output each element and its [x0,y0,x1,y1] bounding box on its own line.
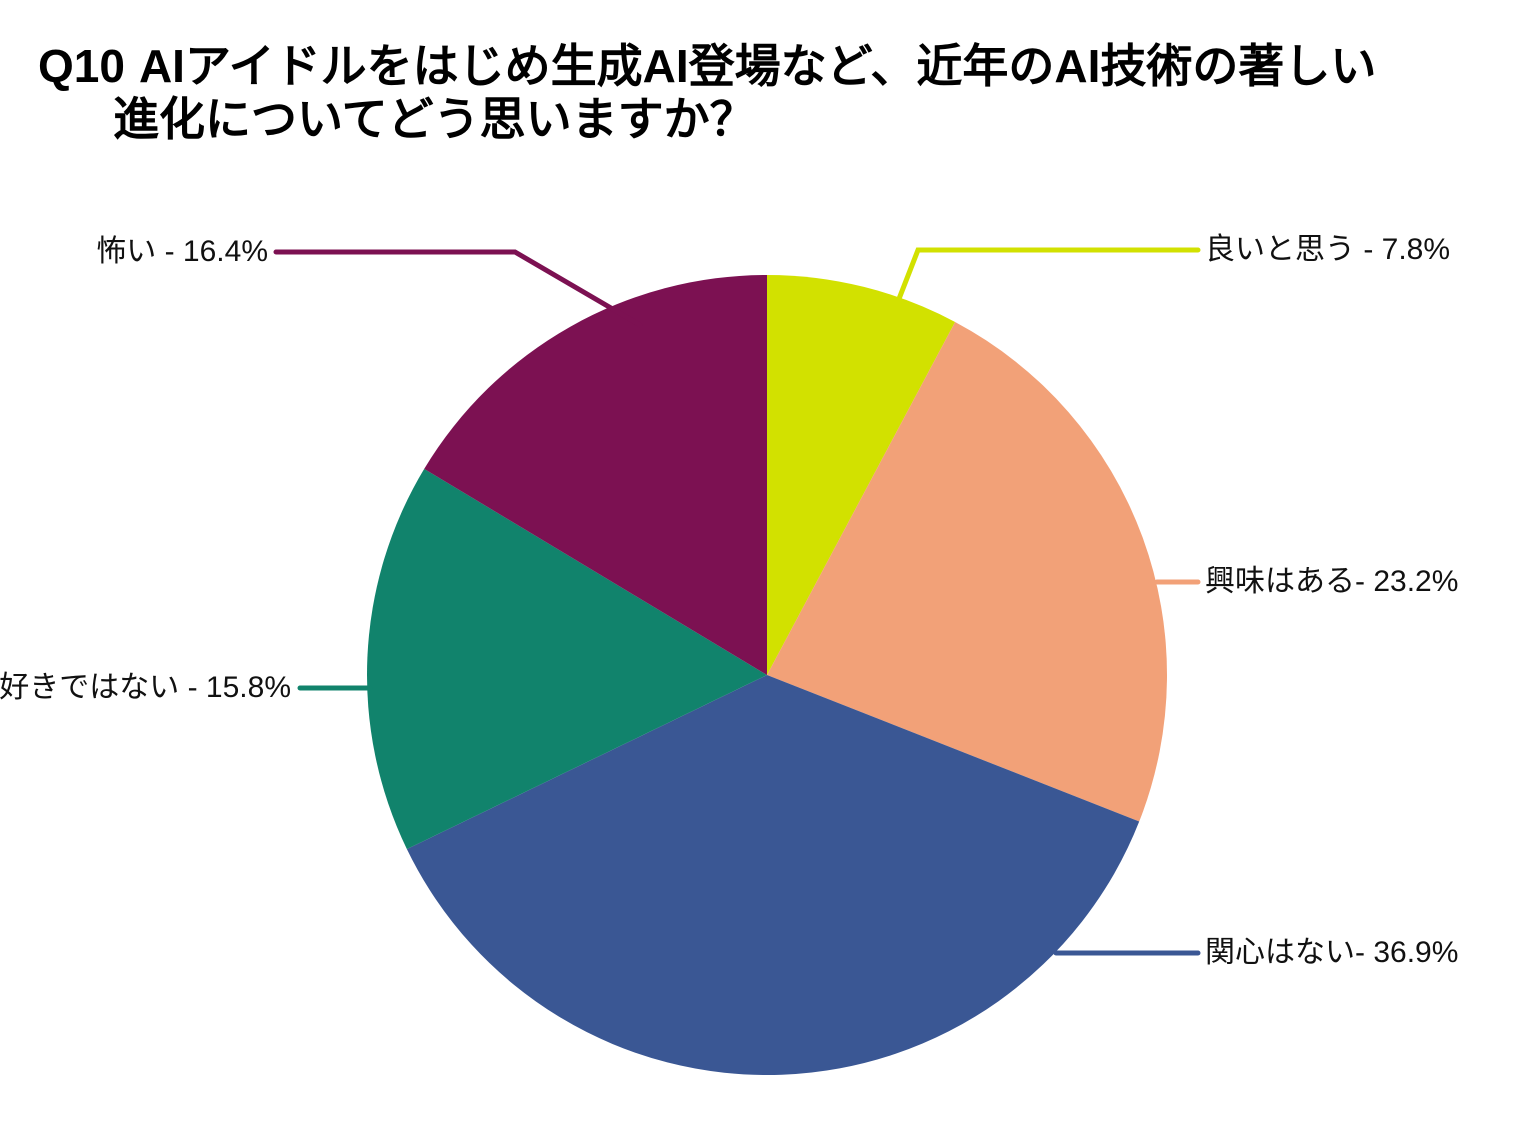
pie-slice-3 [367,468,767,850]
pie-slice-0 [767,275,956,675]
pie-slice-1 [767,321,1168,822]
leader-line-4 [273,249,643,328]
slice-label-dislike: 好きではない - 15.8% [0,671,291,704]
pie-slice-2 [406,675,1140,1076]
chart-title: Q10 AIアイドルをはじめ生成AI登場など、近年のAI技術の著しい 進化について… [38,40,1376,146]
pie-slice-4 [424,275,767,675]
title-text-line1: AIアイドルをはじめ生成AI登場など、近年のAI技術の著しい [138,40,1377,92]
slice-label-scary: 怖い - 16.4% [96,235,268,268]
title-line-2: 進化についてどう思いますか？ [113,93,756,145]
leader-line-0 [887,247,1201,325]
question-number: Q10 [38,40,125,92]
slice-label-not-interested: 関心はない- 36.9% [1205,936,1459,969]
slice-label-good: 良いと思う - 7.8% [1205,233,1451,266]
slice-label-interested: 興味はある- 23.2% [1205,565,1459,598]
title-line-1: Q10 AIアイドルをはじめ生成AI登場など、近年のAI技術の著しい [38,40,1376,93]
